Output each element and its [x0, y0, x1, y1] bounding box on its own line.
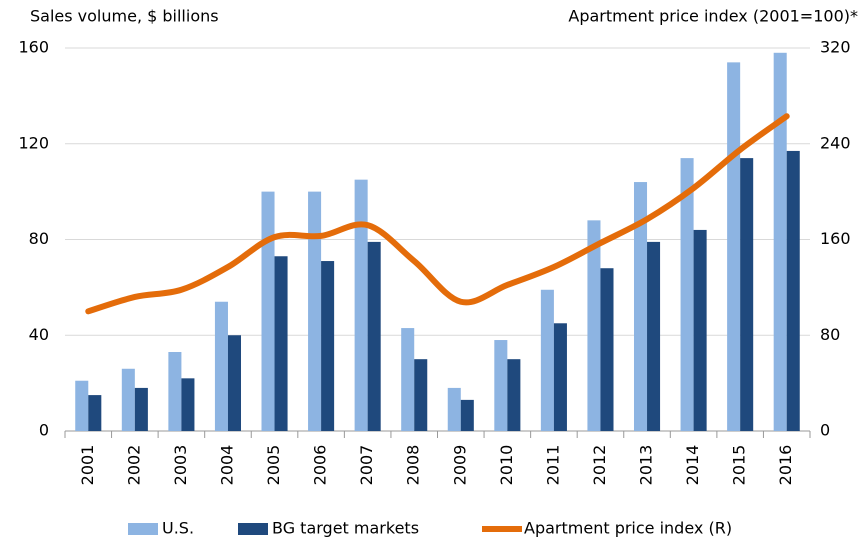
y2-axis-title: Apartment price index (2001=100)* [568, 7, 858, 26]
bar [553, 323, 567, 431]
bar [460, 399, 474, 431]
bar [740, 158, 754, 432]
bar [414, 359, 428, 431]
bar [647, 241, 661, 431]
legend-label: U.S. [162, 519, 194, 538]
x-tick-label: 2014 [683, 445, 702, 486]
x-tick-label: 2004 [217, 445, 236, 486]
y2-tick-label: 320 [820, 38, 851, 57]
x-tick-label: 2005 [264, 445, 283, 486]
bar [321, 261, 335, 431]
bar [168, 352, 182, 431]
bar [121, 368, 135, 431]
bar [134, 387, 148, 431]
bar [214, 301, 228, 431]
bar [447, 387, 461, 431]
legend-label: Apartment price index (R) [524, 519, 732, 538]
x-tick-label: 2010 [497, 445, 516, 486]
y2-tick-label: 80 [820, 325, 840, 344]
line [85, 113, 790, 315]
bar [773, 52, 787, 431]
bar [227, 335, 242, 431]
y-tick-label: 0 [39, 421, 49, 440]
x-tick-label: 2001 [78, 445, 97, 486]
y-axis-title: Sales volume, $ billions [30, 7, 219, 26]
y-tick-label: 40 [29, 325, 49, 344]
bar [727, 62, 741, 432]
legend-label: BG target markets [272, 519, 419, 538]
x-tick-label: 2008 [404, 445, 423, 486]
bar [494, 340, 508, 431]
y-tick-label: 80 [29, 229, 49, 248]
bar [587, 220, 601, 431]
y-tick-label: 120 [18, 133, 49, 152]
x-tick-label: 2016 [776, 445, 795, 486]
x-tick-label: 2012 [590, 445, 609, 486]
bar [308, 191, 322, 431]
bar [693, 229, 707, 431]
x-tick-label: 2002 [124, 445, 143, 486]
bar [367, 241, 381, 431]
bar [401, 328, 415, 431]
x-tick-label: 2006 [311, 445, 330, 486]
bar [354, 179, 368, 431]
bar [600, 268, 614, 431]
bar [633, 182, 648, 431]
bar [88, 395, 102, 431]
bar [507, 359, 521, 431]
bar [75, 380, 89, 431]
bar [786, 150, 800, 431]
x-tick-label: 2007 [357, 445, 376, 486]
y2-tick-label: 0 [820, 421, 830, 440]
bar [261, 191, 275, 431]
y-tick-label: 160 [18, 38, 49, 57]
x-tick-label: 2003 [171, 445, 190, 486]
x-tick-label: 2009 [450, 445, 469, 486]
bar [274, 256, 288, 431]
legend-swatch [238, 523, 268, 535]
legend-swatch [128, 523, 158, 535]
bar [540, 289, 554, 431]
x-tick-label: 2015 [730, 445, 749, 486]
bar [181, 378, 195, 431]
x-tick-label: 2013 [637, 445, 656, 486]
bar [680, 158, 694, 432]
x-tick-label: 2011 [543, 445, 562, 486]
y2-tick-label: 240 [820, 133, 851, 152]
y2-tick-label: 160 [820, 229, 851, 248]
